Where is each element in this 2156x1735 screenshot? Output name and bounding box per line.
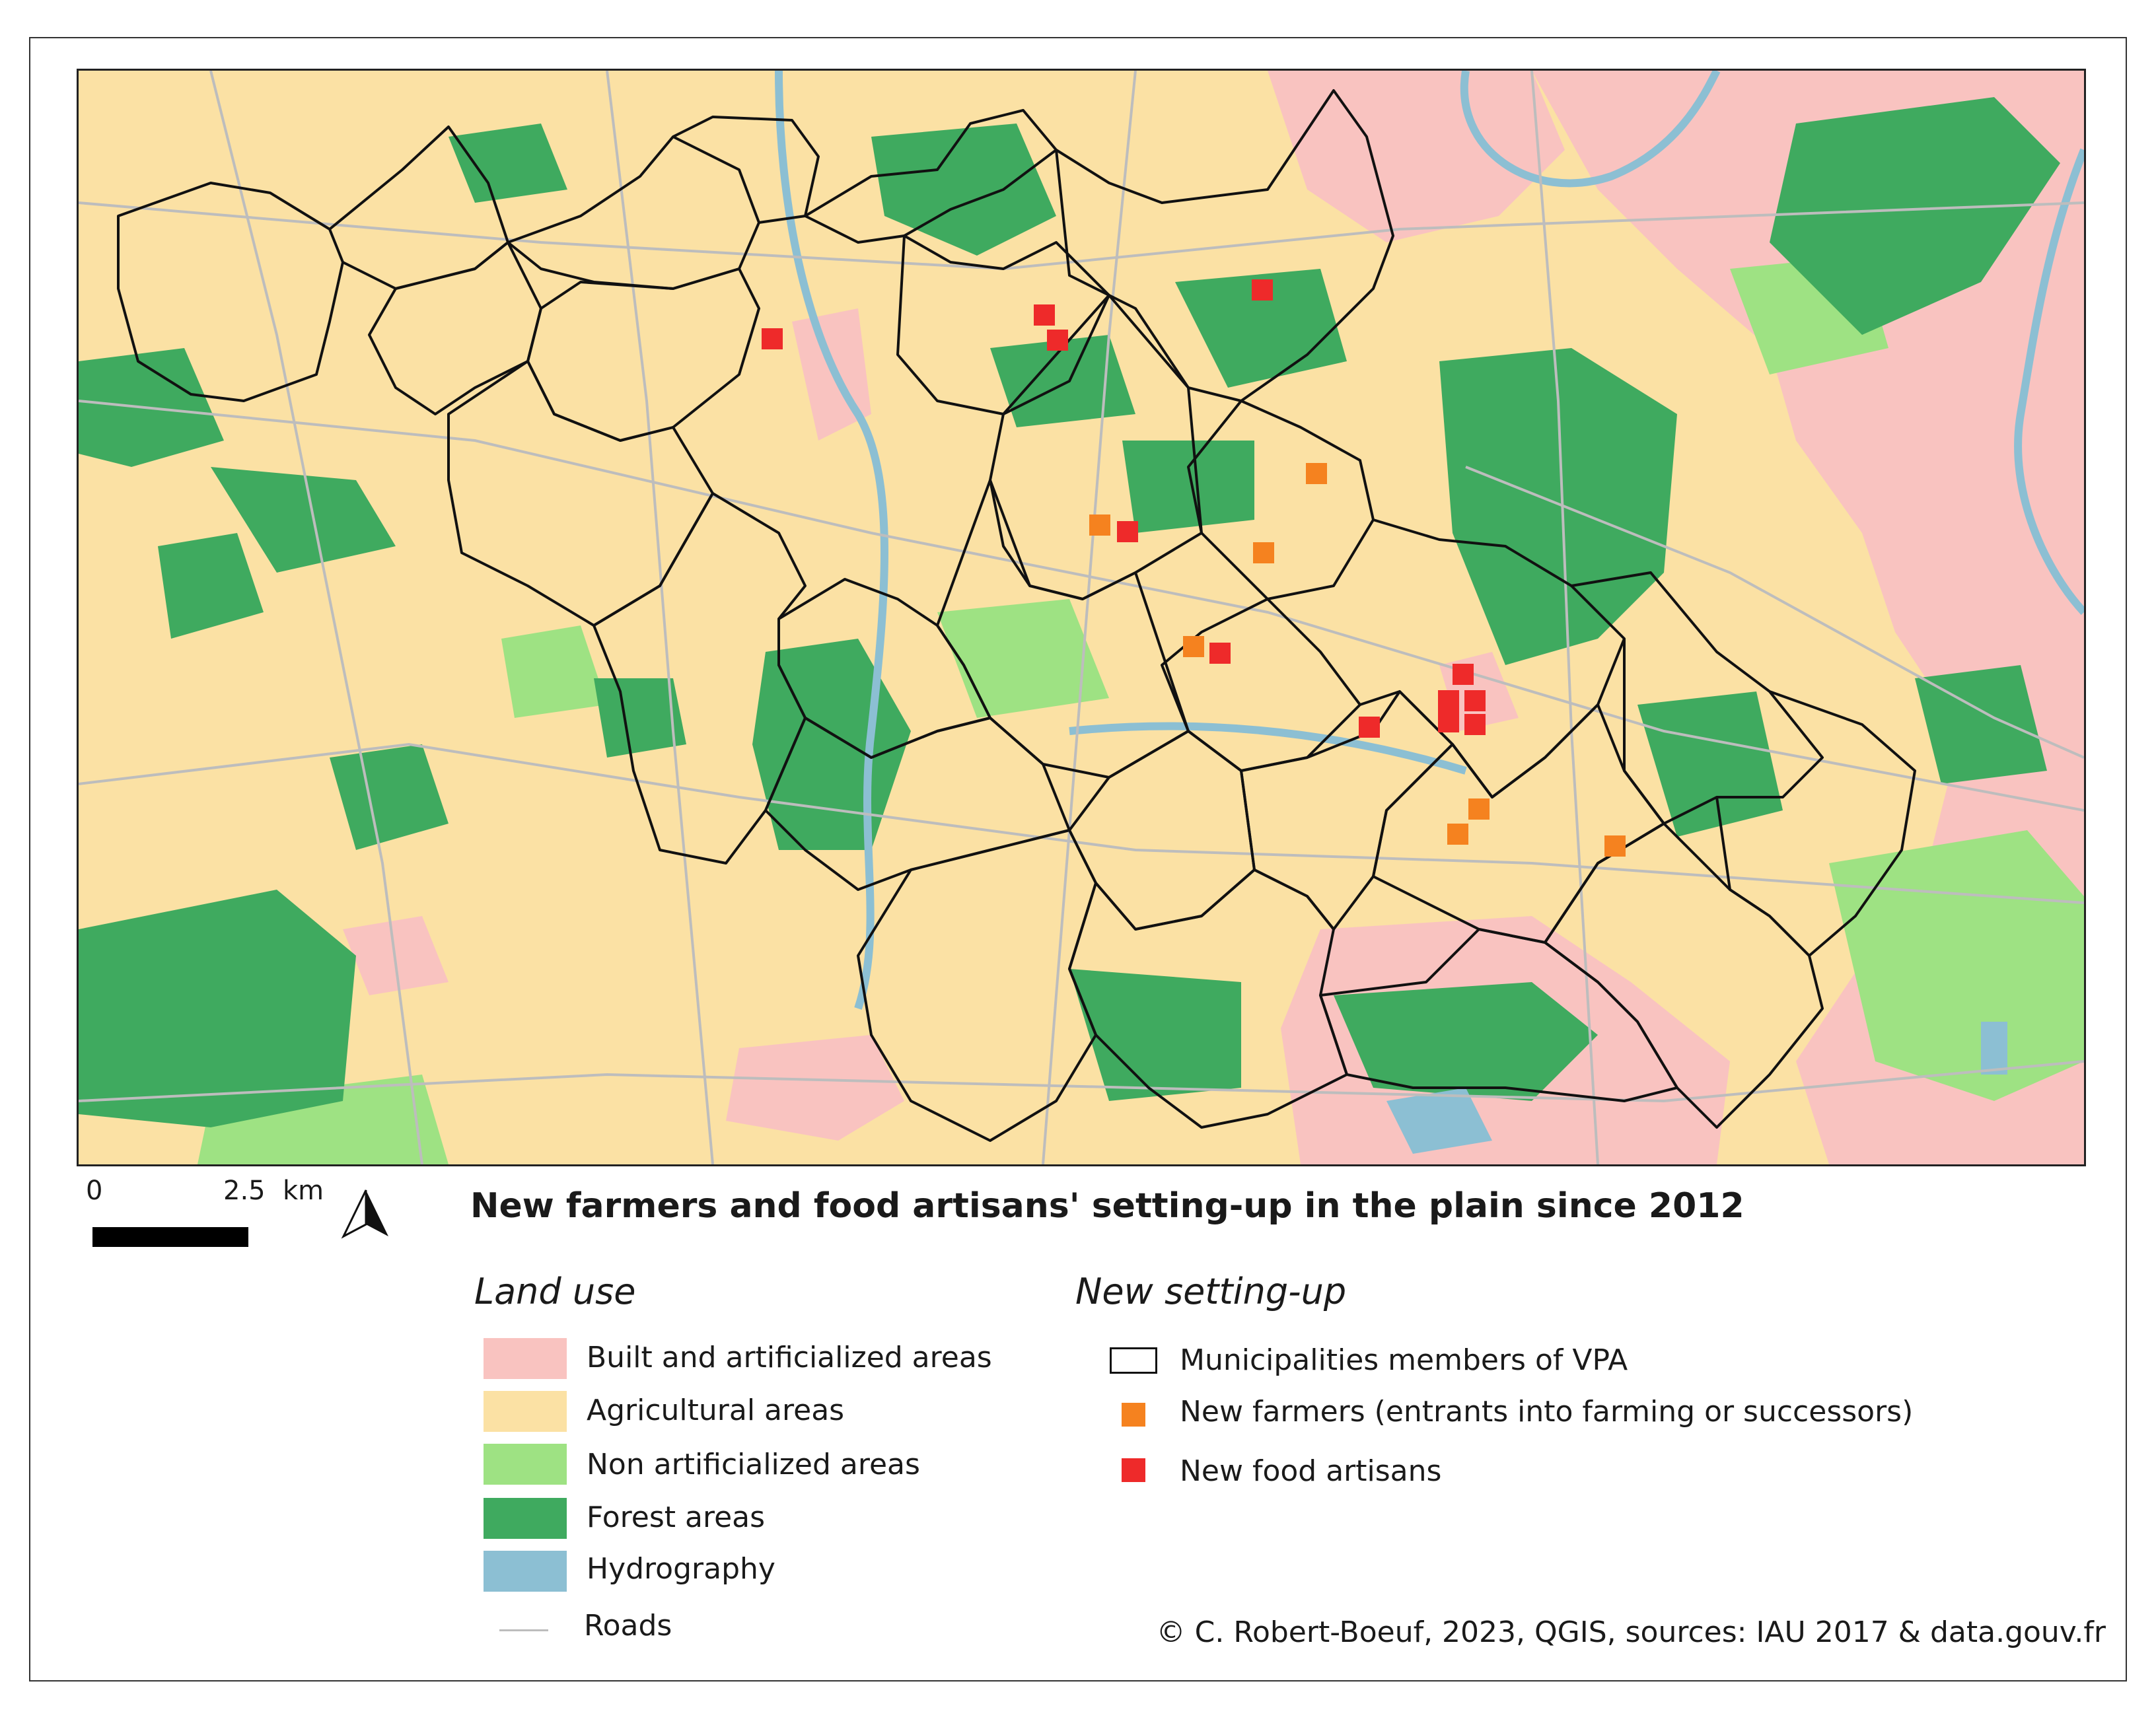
roads	[79, 71, 2084, 1164]
legend-agricultural-areas: Agricultural areas	[587, 1394, 845, 1427]
hydrography-swatch	[484, 1551, 567, 1592]
north-arrow-icon	[341, 1189, 388, 1239]
new-food-artisans-swatch	[1122, 1458, 1145, 1482]
non-artificialized-areas	[198, 256, 2084, 1164]
figure-frame	[29, 37, 2127, 1682]
scale-value: 2.5	[223, 1176, 266, 1206]
land-use-heading: Land use	[474, 1271, 636, 1312]
scale-bar	[92, 1227, 248, 1247]
built-areas-swatch	[484, 1338, 567, 1379]
municipality-boundaries	[117, 89, 1916, 1142]
map-panel	[77, 69, 2086, 1166]
legend-roads: Roads	[584, 1609, 672, 1643]
scale-unit: km	[283, 1176, 324, 1206]
legend-built-areas: Built and artificialized areas	[587, 1341, 992, 1374]
forest-areas	[79, 97, 2060, 1127]
roads-swatch	[499, 1629, 548, 1631]
legend-new-food-artisans: New food artisans	[1180, 1454, 1442, 1488]
new-setting-up-heading: New setting-up	[1075, 1271, 1347, 1312]
legend-municipalities: Municipalities members of VPA	[1180, 1343, 1628, 1377]
new-farmers	[1089, 463, 1626, 857]
credit-text: © C. Robert-Boeuf, 2023, QGIS, sources: …	[1156, 1615, 2106, 1649]
new-food-artisans	[762, 279, 1486, 738]
non-artificialized-swatch	[484, 1444, 567, 1485]
new-farmers-swatch	[1122, 1403, 1145, 1427]
hydrography-patches	[1386, 1022, 2007, 1154]
legend-hydrography: Hydrography	[587, 1552, 775, 1586]
hydrography	[775, 71, 2084, 1010]
forest-areas-swatch	[484, 1498, 567, 1539]
scale-zero: 0	[86, 1176, 103, 1206]
legend-new-farmers: New farmers (entrants into farming or su…	[1180, 1395, 1914, 1429]
legend-non-artificialized: Non artificialized areas	[587, 1448, 920, 1481]
municipality-outline-swatch	[1110, 1347, 1157, 1374]
map-title: New farmers and food artisans' setting-u…	[470, 1186, 1744, 1226]
agricultural-areas-swatch	[484, 1391, 567, 1432]
legend-forest-areas: Forest areas	[587, 1501, 766, 1534]
